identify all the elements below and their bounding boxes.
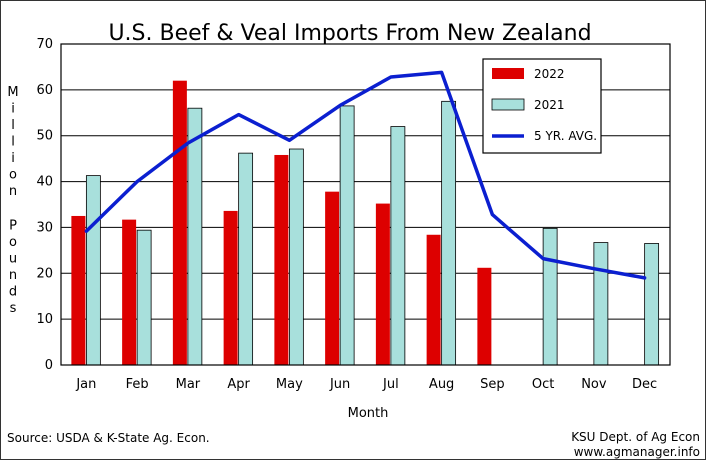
x-tick-label: Aug <box>429 377 454 392</box>
y-axis-label-letter: i <box>11 102 15 117</box>
legend-swatch-2022 <box>492 68 524 79</box>
bar-2021-jan <box>85 175 101 366</box>
y-axis-ticks: 0 10 20 30 40 50 60 70 <box>36 37 53 373</box>
x-axis-label: Month <box>348 406 389 421</box>
y-axis-label-letter: o <box>9 235 17 250</box>
y-axis-label-letter: o <box>9 168 17 183</box>
x-tick-label: Dec <box>632 377 657 392</box>
x-tick-label: Oct <box>532 377 554 392</box>
x-tick-label: Sep <box>480 377 505 392</box>
chart-title: U.S. Beef & Veal Imports From New Zealan… <box>108 21 591 46</box>
x-tick-label: Nov <box>581 377 607 392</box>
bar-layer <box>71 80 660 366</box>
source-note: Source: USDA & K-State Ag. Econ. <box>7 431 210 445</box>
y-axis-label-letter: d <box>9 285 17 300</box>
legend: 2022 2021 5 YR. AVG. <box>482 58 602 154</box>
bar-2021-mar <box>187 107 203 366</box>
bar-2022-may <box>274 154 289 365</box>
bar-2022-jul <box>375 203 390 365</box>
bar-2021-dec <box>644 243 660 366</box>
legend-label-5yr-avg: 5 YR. AVG. <box>534 129 597 143</box>
y-tick-label: 20 <box>36 266 53 281</box>
plot-area <box>60 43 671 366</box>
y-axis-label-letter: P <box>9 219 17 234</box>
legend-label-2022: 2022 <box>534 67 565 81</box>
credit-line-1: KSU Dept. of Ag Econ <box>571 430 700 444</box>
x-tick-label: Jul <box>382 377 399 392</box>
bar-2021-nov <box>593 242 609 366</box>
y-axis-label-letter: M <box>7 85 18 100</box>
y-tick-label: 10 <box>36 312 53 327</box>
x-tick-label: Jun <box>329 377 350 392</box>
bar-2021-aug <box>441 100 457 366</box>
y-tick-label: 70 <box>36 37 53 52</box>
bar-2021-may <box>288 148 304 366</box>
y-axis-label-letter: u <box>9 252 17 267</box>
bar-2022-apr <box>223 210 238 365</box>
y-axis-label-letter: s <box>10 301 17 316</box>
x-tick-label: Feb <box>126 377 149 392</box>
y-tick-label: 60 <box>36 83 53 98</box>
line-layer <box>84 70 647 280</box>
bar-2021-apr <box>238 152 254 366</box>
y-tick-label: 30 <box>36 220 53 235</box>
y-axis-label-letter: n <box>9 268 17 283</box>
x-axis-ticks: Jan Feb Mar Apr May Jun Jul Aug Sep Oct Nov Dec <box>75 377 657 392</box>
x-tick-label: Apr <box>227 377 250 392</box>
credit-line-2: www.agmanager.info <box>574 445 700 459</box>
y-axis-label-letter: i <box>11 151 15 166</box>
line-series-5yr-avg <box>84 70 647 280</box>
y-tick-label: 0 <box>45 358 53 373</box>
x-tick-label: Jan <box>75 377 96 392</box>
y-axis-label-letter: l <box>11 118 15 133</box>
y-tick-label: 40 <box>36 175 53 190</box>
bar-2021-jun <box>339 105 355 366</box>
bar-2022-jan <box>71 215 86 365</box>
bar-2022-aug <box>426 234 441 365</box>
bar-2021-jul <box>390 126 406 366</box>
y-axis-label-letter: n <box>9 184 17 199</box>
bar-2021-oct <box>542 227 558 366</box>
y-axis-label-letter: l <box>11 135 15 150</box>
x-tick-label: May <box>276 377 303 392</box>
bar-2022-jun <box>325 191 340 365</box>
legend-swatch-2021 <box>491 98 525 111</box>
x-tick-label: Mar <box>176 377 201 392</box>
y-tick-label: 50 <box>36 129 53 144</box>
bar-2022-sep <box>477 267 492 365</box>
bar-2022-feb <box>122 219 137 365</box>
legend-label-2021: 2021 <box>534 98 565 112</box>
bar-2022-mar <box>172 80 187 365</box>
bar-2021-feb <box>136 229 152 366</box>
